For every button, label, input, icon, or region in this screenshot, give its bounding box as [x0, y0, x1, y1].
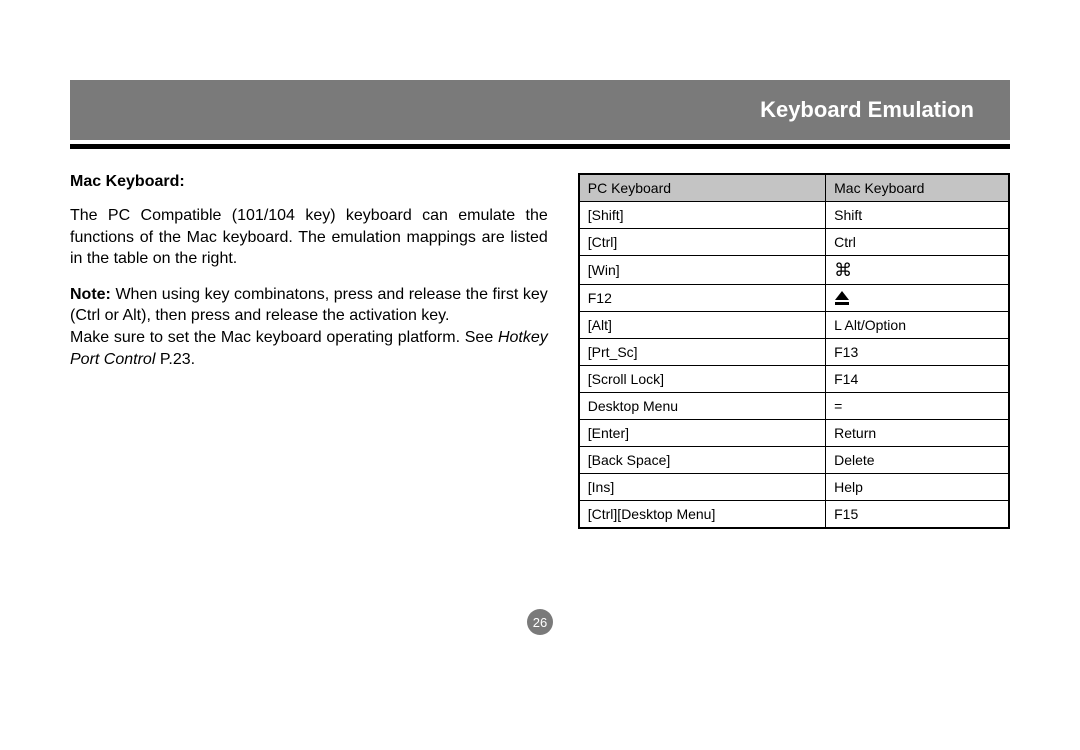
- page-number-container: 26: [70, 609, 1010, 635]
- mac-key-cell: F14: [826, 366, 1009, 393]
- mac-key-cell: Help: [826, 474, 1009, 501]
- platform-paragraph: Make sure to set the Mac keyboard operat…: [70, 327, 548, 370]
- column-header-mac: Mac Keyboard: [826, 174, 1009, 202]
- content-area: Mac Keyboard: The PC Compatible (101/104…: [70, 173, 1010, 529]
- accent-line: [70, 144, 1010, 149]
- page-title: Keyboard Emulation: [760, 97, 974, 123]
- table-row: [Scroll Lock]F14: [579, 366, 1009, 393]
- platform-text-a: Make sure to set the Mac keyboard operat…: [70, 329, 498, 346]
- table-row: [Shift]Shift: [579, 202, 1009, 229]
- note-label: Note:: [70, 286, 111, 303]
- table-row: Desktop Menu=: [579, 393, 1009, 420]
- pc-key-cell: [Ctrl][Desktop Menu]: [579, 501, 826, 529]
- pc-key-cell: [Win]: [579, 256, 826, 285]
- mac-key-cell: Delete: [826, 447, 1009, 474]
- page-number: 26: [527, 609, 553, 635]
- pc-key-cell: [Shift]: [579, 202, 826, 229]
- mac-key-cell: F13: [826, 339, 1009, 366]
- column-header-pc: PC Keyboard: [579, 174, 826, 202]
- mac-key-cell: ⌘: [826, 256, 1009, 285]
- pc-key-cell: F12: [579, 285, 826, 312]
- table-row: F12: [579, 285, 1009, 312]
- table-row: [Win] ⌘: [579, 256, 1009, 285]
- table-row: [Ctrl][Desktop Menu]F15: [579, 501, 1009, 529]
- header-bar: Keyboard Emulation: [70, 80, 1010, 140]
- mac-key-cell: F15: [826, 501, 1009, 529]
- pc-key-cell: [Ctrl]: [579, 229, 826, 256]
- table-row: [Ctrl]Ctrl: [579, 229, 1009, 256]
- note-text: When using key combinatons, press and re…: [70, 286, 548, 325]
- eject-icon: [834, 291, 1000, 306]
- pc-key-cell: [Enter]: [579, 420, 826, 447]
- note-paragraph: Note: When using key combinatons, press …: [70, 284, 548, 327]
- right-column: PC Keyboard Mac Keyboard [Shift]Shift[Ct…: [578, 173, 1010, 529]
- pc-key-cell: [Ins]: [579, 474, 826, 501]
- command-icon: ⌘: [834, 260, 852, 280]
- left-column: Mac Keyboard: The PC Compatible (101/104…: [70, 173, 548, 529]
- pc-key-cell: [Prt_Sc]: [579, 339, 826, 366]
- mac-key-cell: =: [826, 393, 1009, 420]
- table-row: [Alt]L Alt/Option: [579, 312, 1009, 339]
- mac-key-cell: Ctrl: [826, 229, 1009, 256]
- keyboard-mapping-table: PC Keyboard Mac Keyboard [Shift]Shift[Ct…: [578, 173, 1010, 529]
- table-row: [Prt_Sc]F13: [579, 339, 1009, 366]
- pc-key-cell: [Alt]: [579, 312, 826, 339]
- mac-key-cell: Shift: [826, 202, 1009, 229]
- document-page: Keyboard Emulation Mac Keyboard: The PC …: [0, 0, 1080, 675]
- mac-key-cell: [826, 285, 1009, 312]
- pc-key-cell: Desktop Menu: [579, 393, 826, 420]
- table-row: [Back Space]Delete: [579, 447, 1009, 474]
- pc-key-cell: [Scroll Lock]: [579, 366, 826, 393]
- table-header-row: PC Keyboard Mac Keyboard: [579, 174, 1009, 202]
- pc-key-cell: [Back Space]: [579, 447, 826, 474]
- mac-key-cell: L Alt/Option: [826, 312, 1009, 339]
- table-row: [Enter]Return: [579, 420, 1009, 447]
- intro-paragraph: The PC Compatible (101/104 key) keyboard…: [70, 205, 548, 270]
- table-row: [Ins]Help: [579, 474, 1009, 501]
- mac-key-cell: Return: [826, 420, 1009, 447]
- section-heading: Mac Keyboard:: [70, 173, 548, 191]
- platform-text-b: P.23.: [155, 351, 195, 368]
